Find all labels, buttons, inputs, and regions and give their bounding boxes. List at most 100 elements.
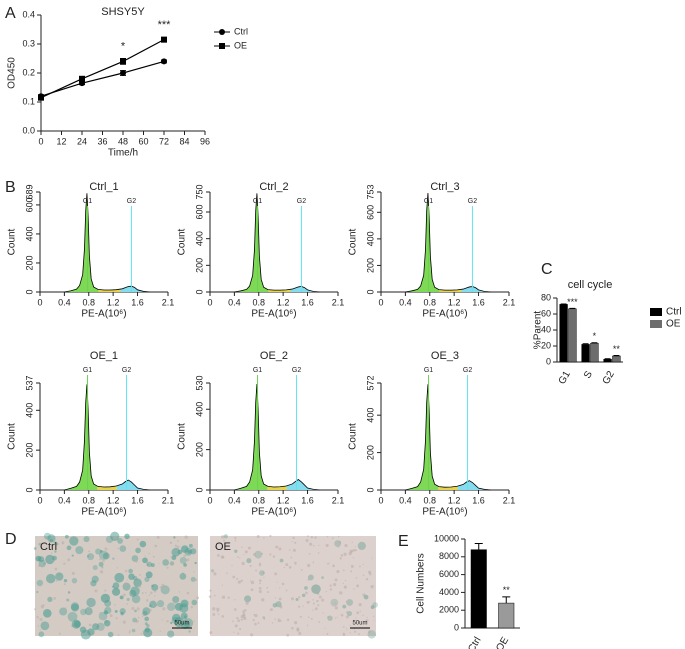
speckle bbox=[242, 610, 245, 613]
speckle bbox=[137, 616, 140, 619]
speckle bbox=[255, 569, 258, 572]
x-tick-label: 0.8 bbox=[83, 495, 96, 505]
speckle bbox=[274, 618, 276, 620]
histogram-fill bbox=[116, 480, 150, 490]
y-axis-label: OD450 bbox=[7, 57, 18, 89]
speckle bbox=[370, 585, 374, 589]
speckle bbox=[171, 555, 177, 561]
micrograph bbox=[208, 534, 378, 639]
speckle bbox=[322, 612, 324, 614]
speckle bbox=[53, 597, 57, 600]
speckle bbox=[326, 633, 329, 635]
histogram-fill bbox=[267, 485, 287, 490]
speckle bbox=[357, 541, 366, 551]
speckle bbox=[312, 599, 314, 601]
speckle bbox=[142, 630, 144, 632]
speckle bbox=[145, 591, 147, 594]
histogram-fill bbox=[438, 486, 458, 490]
x-axis-label: PE-A(10⁶) bbox=[251, 507, 296, 518]
speckle bbox=[288, 549, 291, 551]
speckle bbox=[240, 615, 244, 619]
speckle bbox=[94, 589, 98, 593]
speckle bbox=[59, 607, 68, 616]
speckle bbox=[334, 602, 336, 605]
speckle bbox=[294, 621, 298, 625]
speckle bbox=[52, 555, 57, 561]
speckle bbox=[345, 600, 348, 603]
speckle bbox=[103, 619, 111, 627]
x-tick-label: 0.8 bbox=[253, 297, 266, 307]
speckle bbox=[275, 601, 282, 608]
speckle bbox=[119, 595, 124, 600]
speckle bbox=[90, 580, 97, 587]
speckle bbox=[150, 563, 155, 568]
speckle bbox=[366, 616, 368, 619]
speckle bbox=[257, 621, 260, 624]
x-tick-label: OE bbox=[494, 635, 511, 649]
speckle bbox=[239, 557, 241, 559]
speckle bbox=[221, 615, 225, 618]
speckle bbox=[310, 536, 314, 539]
speckle bbox=[232, 575, 236, 579]
speckle bbox=[329, 584, 332, 587]
speckle bbox=[243, 616, 247, 621]
speckle bbox=[221, 595, 226, 599]
x-axis-label: Time/h bbox=[108, 148, 138, 159]
speckle bbox=[231, 564, 233, 567]
speckle bbox=[131, 555, 139, 562]
speckle bbox=[298, 605, 301, 608]
speckle bbox=[71, 571, 75, 575]
y-tick-label: 4000 bbox=[439, 587, 459, 597]
speckle bbox=[87, 555, 90, 558]
speckle bbox=[39, 629, 41, 631]
histogram-outline bbox=[405, 384, 491, 491]
speckle bbox=[67, 599, 70, 602]
speckle bbox=[161, 619, 163, 621]
speckle bbox=[166, 566, 169, 569]
speckle bbox=[170, 562, 174, 565]
histogram-fill bbox=[97, 485, 117, 490]
speckle bbox=[274, 572, 278, 576]
speckle bbox=[372, 602, 378, 608]
speckle bbox=[183, 618, 194, 628]
scale-bar-label: 50um bbox=[352, 621, 367, 627]
histogram-fill bbox=[120, 286, 150, 292]
speckle bbox=[294, 561, 297, 565]
speckle bbox=[272, 555, 276, 558]
speckle bbox=[151, 584, 159, 591]
chart-title: SHSY5Y bbox=[101, 6, 145, 18]
speckle bbox=[258, 563, 262, 567]
speckle bbox=[131, 628, 136, 633]
speckle bbox=[139, 574, 141, 576]
speckle bbox=[213, 572, 217, 576]
speckle bbox=[167, 630, 175, 638]
speckle bbox=[193, 571, 195, 573]
y-axis-label: Count bbox=[348, 228, 359, 255]
speckle bbox=[350, 570, 353, 573]
speckle bbox=[67, 611, 78, 622]
speckle bbox=[55, 542, 59, 546]
speckle bbox=[162, 559, 170, 566]
speckle bbox=[122, 620, 126, 624]
speckle bbox=[141, 615, 144, 618]
speckle bbox=[358, 603, 362, 607]
histogram-fill bbox=[234, 193, 269, 292]
panel-letter: E bbox=[398, 533, 409, 550]
speckle bbox=[316, 599, 319, 603]
speckle bbox=[210, 569, 215, 573]
speckle bbox=[102, 559, 105, 563]
histogram-fill bbox=[64, 193, 99, 292]
x-tick-label: 2.1 bbox=[332, 495, 345, 505]
speckle bbox=[342, 632, 345, 635]
speckle bbox=[279, 619, 282, 622]
speckle bbox=[312, 609, 314, 611]
marker bbox=[161, 58, 167, 65]
speckle bbox=[50, 552, 53, 554]
speckle bbox=[298, 631, 302, 636]
speckle bbox=[54, 550, 57, 553]
speckle bbox=[227, 596, 230, 599]
speckle bbox=[352, 548, 356, 552]
gate-label: G2 bbox=[292, 367, 301, 374]
speckle bbox=[254, 613, 258, 618]
speckle bbox=[283, 566, 285, 569]
